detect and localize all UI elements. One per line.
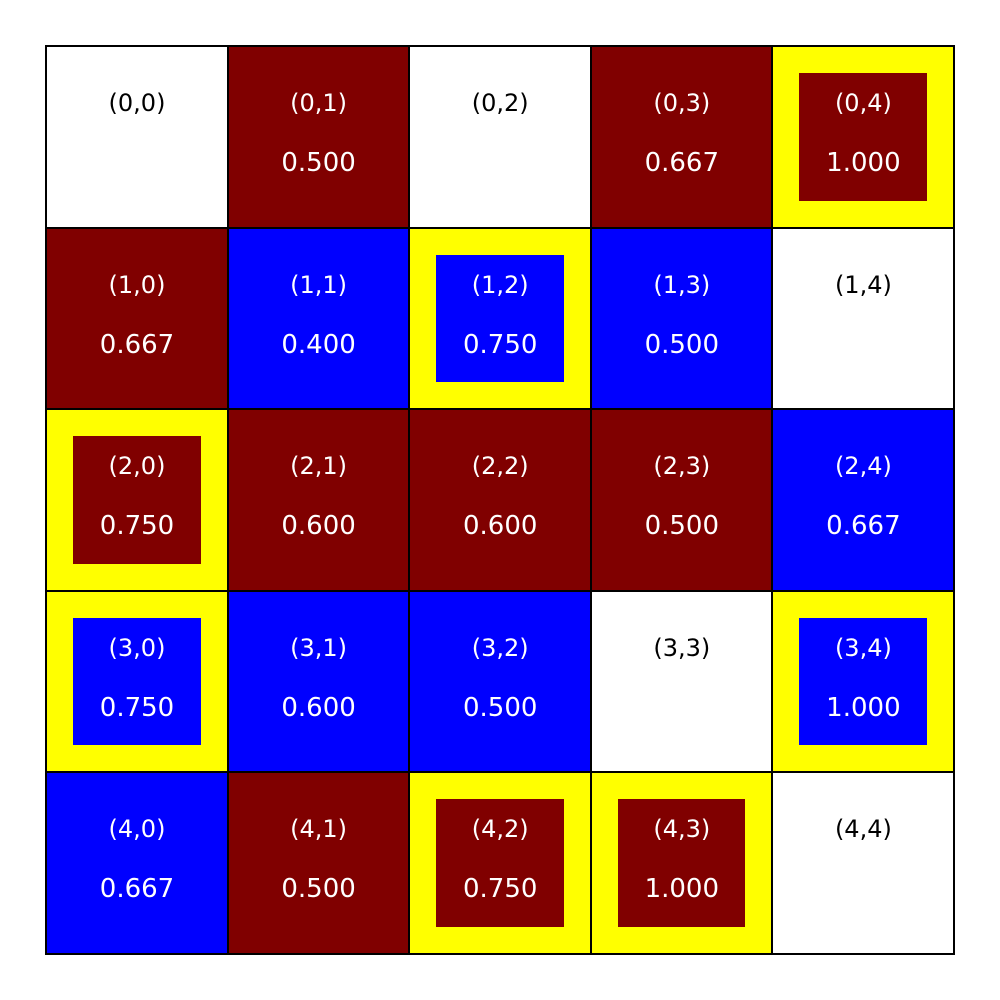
cell-fill: (1,0) 0.667 bbox=[47, 228, 227, 409]
cell-coordinate-label: (3,4) bbox=[834, 633, 892, 662]
cell-value: 1.000 bbox=[644, 874, 720, 905]
cell-fill: (0,0) bbox=[47, 47, 227, 227]
cell-coordinate-label: (3,2) bbox=[471, 633, 529, 662]
cell-coordinate-label: (1,4) bbox=[834, 270, 892, 299]
cell-coordinate-label: (1,1) bbox=[290, 270, 348, 299]
cell-fill: (2,3) 0.500 bbox=[591, 410, 772, 590]
grid-cell: (1,0) 0.667 bbox=[47, 228, 229, 411]
grid-cell: (4,1) 0.500 bbox=[228, 773, 411, 955]
cell-coordinate-label: (3,0) bbox=[108, 633, 166, 662]
cell-fill: (3,4) 1.000 bbox=[799, 617, 927, 746]
cell-value: 0.600 bbox=[462, 511, 538, 542]
cell-coordinate-label: (4,3) bbox=[653, 815, 711, 844]
grid-cell: (0,0) bbox=[47, 47, 229, 229]
grid-cell: (0,4) 1.000 bbox=[773, 47, 955, 229]
grid-cell: (3,3) bbox=[591, 591, 774, 774]
grid-cell: (1,1) 0.400 bbox=[228, 228, 411, 411]
cell-coordinate-label: (0,1) bbox=[290, 89, 348, 117]
cell-fill: (2,4) 0.667 bbox=[773, 410, 953, 590]
cell-fill: (3,3) bbox=[591, 591, 772, 772]
cell-value: 0.500 bbox=[281, 874, 356, 905]
grid-cell: (1,2) 0.750 bbox=[410, 228, 592, 411]
grid-cell: (4,0) 0.667 bbox=[47, 773, 229, 955]
grid-cell: (0,2) bbox=[410, 47, 592, 229]
cell-fill: (1,4) bbox=[773, 228, 953, 409]
cell-value: 0.667 bbox=[99, 874, 175, 905]
cell-coordinate-label: (3,3) bbox=[653, 633, 711, 662]
cell-value: 0.667 bbox=[644, 148, 720, 178]
cell-fill: (0,4) 1.000 bbox=[799, 73, 927, 201]
grid-cell: (1,4) bbox=[773, 228, 955, 411]
cell-coordinate-label: (2,2) bbox=[471, 452, 529, 481]
grid-cell: (4,2) 0.750 bbox=[410, 773, 592, 955]
cell-coordinate-label: (1,0) bbox=[108, 270, 166, 299]
grid-cell: (4,4) bbox=[773, 773, 955, 955]
grid-cell: (3,0) 0.750 bbox=[47, 591, 229, 774]
cell-coordinate-label: (2,0) bbox=[108, 452, 166, 481]
grid-cell: (2,3) 0.500 bbox=[591, 410, 774, 592]
grid-cell: (4,3) 1.000 bbox=[591, 773, 774, 955]
grid-cell: (1,3) 0.500 bbox=[591, 228, 774, 411]
cell-fill: (3,2) 0.500 bbox=[410, 591, 590, 772]
cell-fill: (1,1) 0.400 bbox=[228, 228, 409, 409]
cell-fill: (2,1) 0.600 bbox=[228, 410, 409, 590]
cell-value: 0.667 bbox=[99, 329, 175, 360]
cell-value: 1.000 bbox=[826, 148, 901, 178]
grid-board: (0,0) (0,1) 0.500 (0,2) (0,3) 0.667 (0,4) 1.000… bbox=[45, 45, 955, 955]
grid-cell: (3,4) 1.000 bbox=[773, 591, 955, 774]
cell-coordinate-label: (4,2) bbox=[471, 815, 529, 844]
grid-cell: (3,2) 0.500 bbox=[410, 591, 592, 774]
cell-value: 0.750 bbox=[462, 329, 538, 360]
cell-fill: (3,1) 0.600 bbox=[228, 591, 409, 772]
grid-cell: (2,1) 0.600 bbox=[228, 410, 411, 592]
cell-coordinate-label: (2,3) bbox=[653, 452, 711, 481]
grid-cell: (3,1) 0.600 bbox=[228, 591, 411, 774]
cell-value: 0.500 bbox=[281, 148, 356, 178]
cell-fill: (4,3) 1.000 bbox=[617, 799, 746, 927]
cell-coordinate-label: (2,4) bbox=[834, 452, 892, 481]
cell-value: 0.400 bbox=[281, 329, 356, 360]
cell-fill: (4,0) 0.667 bbox=[47, 773, 227, 953]
cell-coordinate-label: (0,3) bbox=[653, 89, 711, 117]
cell-value: 0.667 bbox=[826, 511, 901, 542]
grid-cell: (0,1) 0.500 bbox=[228, 47, 411, 229]
cell-coordinate-label: (0,4) bbox=[834, 89, 892, 117]
cell-coordinate-label: (3,1) bbox=[290, 633, 348, 662]
cell-value: 0.750 bbox=[99, 692, 175, 723]
cell-fill: (4,4) bbox=[773, 773, 953, 953]
cell-fill: (0,1) 0.500 bbox=[228, 47, 409, 227]
cell-fill: (1,2) 0.750 bbox=[436, 254, 564, 383]
grid-cell: (2,2) 0.600 bbox=[410, 410, 592, 592]
cell-fill: (0,3) 0.667 bbox=[591, 47, 772, 227]
cell-fill: (0,2) bbox=[410, 47, 590, 227]
cell-fill: (4,2) 0.750 bbox=[436, 799, 564, 927]
cell-fill: (4,1) 0.500 bbox=[228, 773, 409, 953]
cell-value: 0.600 bbox=[281, 511, 356, 542]
cell-value: 0.500 bbox=[644, 511, 720, 542]
cell-coordinate-label: (0,2) bbox=[471, 89, 529, 117]
cell-fill: (2,2) 0.600 bbox=[410, 410, 590, 590]
cell-coordinate-label: (4,4) bbox=[834, 815, 892, 844]
cell-fill: (3,0) 0.750 bbox=[73, 617, 201, 746]
cell-value: 1.000 bbox=[826, 692, 901, 723]
grid-cell: (2,4) 0.667 bbox=[773, 410, 955, 592]
cell-value: 0.750 bbox=[99, 511, 175, 542]
cell-coordinate-label: (4,1) bbox=[290, 815, 348, 844]
cell-coordinate-label: (0,0) bbox=[108, 89, 166, 117]
grid-cell: (2,0) 0.750 bbox=[47, 410, 229, 592]
cell-value: 0.600 bbox=[281, 692, 356, 723]
cell-fill: (2,0) 0.750 bbox=[73, 436, 201, 564]
cell-coordinate-label: (1,3) bbox=[653, 270, 711, 299]
grid-cell: (0,3) 0.667 bbox=[591, 47, 774, 229]
cell-value: 0.500 bbox=[462, 692, 538, 723]
cell-value: 0.500 bbox=[644, 329, 720, 360]
cell-coordinate-label: (4,0) bbox=[108, 815, 166, 844]
cell-coordinate-label: (1,2) bbox=[471, 270, 529, 299]
cell-fill: (1,3) 0.500 bbox=[591, 228, 772, 409]
cell-value: 0.750 bbox=[462, 874, 538, 905]
cell-coordinate-label: (2,1) bbox=[290, 452, 348, 481]
